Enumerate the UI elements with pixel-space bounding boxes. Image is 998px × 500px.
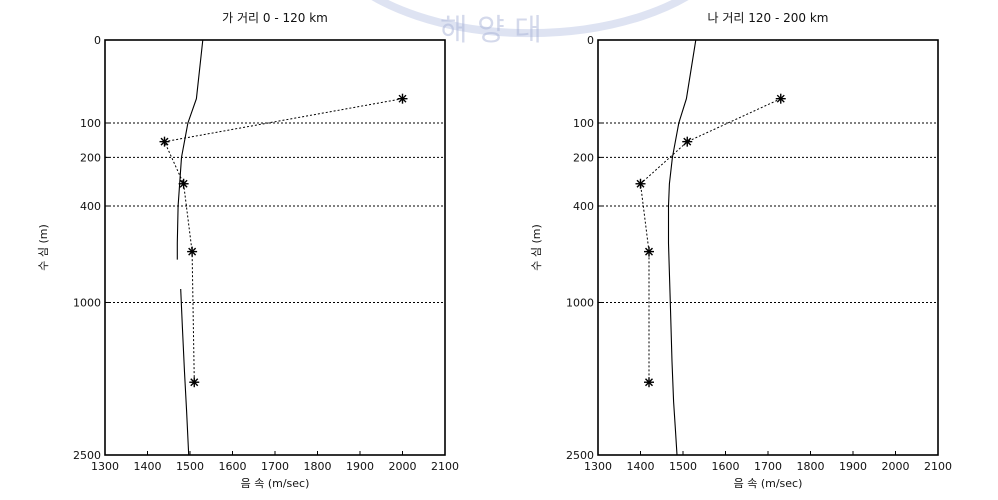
data-point-marker [178,178,189,189]
chart-title: 나 거리 120 - 200 km [708,11,829,25]
y-tick-label: 100 [573,117,594,130]
marker-stroke [683,137,692,146]
marker-stroke [160,137,169,146]
y-axis-label: 수 심 (m) [530,224,543,271]
y-tick-label: 1000 [73,296,101,309]
y-tick-label: 2500 [566,449,594,462]
y-tick-label: 400 [80,200,101,213]
x-tick-label: 1800 [797,460,825,473]
watermark-seal-arc [371,0,689,38]
x-tick-label: 1300 [91,460,119,473]
x-tick-label: 1600 [219,460,247,473]
data-point-marker [635,178,646,189]
data-point-marker [159,136,170,147]
x-tick-label: 2100 [431,460,459,473]
y-tick-label: 200 [573,151,594,164]
series-line-measured [163,98,403,383]
series-line-profile [180,288,190,456]
x-tick-label: 1900 [346,460,374,473]
x-tick-label: 1500 [669,460,697,473]
marker-stroke [636,179,645,188]
x-tick-label: 1700 [261,460,289,473]
data-point-marker [682,136,693,147]
x-tick-label: 1500 [176,460,204,473]
marker-stroke [645,247,653,256]
y-tick-label: 400 [573,200,594,213]
y-tick-label: 2500 [73,449,101,462]
x-tick-label: 2000 [882,460,910,473]
y-tick-label: 100 [80,117,101,130]
data-point-marker [775,93,786,104]
x-axis-label: 음 속 (m/sec) [241,477,310,490]
x-axis-label: 음 속 (m/sec) [734,477,803,490]
marker-stroke [776,94,785,103]
x-tick-label: 1900 [839,460,867,473]
marker-stroke [398,94,407,103]
marker-stroke [188,247,197,256]
data-point-marker [397,93,408,104]
y-tick-label: 0 [94,34,101,47]
series-line-profile [667,39,697,456]
watermark-text: 해 양 대 [440,13,542,48]
x-tick-label: 1800 [304,460,332,473]
watermark: 해 양 대 [371,0,689,48]
chart-title: 가 거리 0 - 120 km [222,11,328,25]
x-tick-label: 1600 [712,460,740,473]
series-line-profile [176,39,204,260]
data-point-marker [644,246,654,257]
x-tick-label: 1300 [584,460,612,473]
y-tick-label: 0 [587,34,594,47]
data-point-marker [187,246,198,257]
chart-right: 나 거리 120 - 200 km 1300 1400 1500 1600 1700 180… [530,11,952,490]
y-tick-label: 1000 [566,296,594,309]
x-tick-label: 2000 [389,460,417,473]
data-point-marker [644,377,654,388]
y-axis-label: 수 심 (m) [37,224,50,271]
x-tick-label: 1400 [627,460,655,473]
x-tick-label: 2100 [924,460,952,473]
marker-stroke [179,179,188,188]
x-tick-label: 1400 [134,460,162,473]
series-line-measured [639,98,782,383]
marker-stroke [190,378,199,387]
chart-left: 가 거리 0 - 120 km 1300 1400 1500 1600 1700 1800 1… [37,11,459,490]
plot-frame [104,39,446,456]
marker-stroke [645,378,653,387]
y-tick-label: 200 [80,151,101,164]
x-tick-label: 1700 [754,460,782,473]
data-point-marker [189,377,200,388]
